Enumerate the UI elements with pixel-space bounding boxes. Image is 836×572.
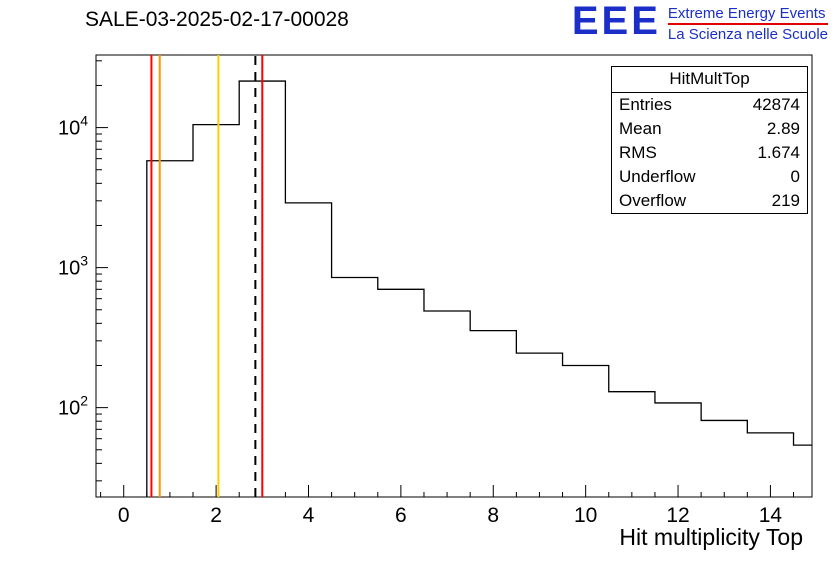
y-tick-label: 104 <box>58 113 88 140</box>
y-tick-label: 102 <box>58 393 88 420</box>
stats-value: 42874 <box>752 95 800 114</box>
histogram-line <box>146 80 812 497</box>
x-tick-label: 8 <box>487 504 499 527</box>
y-tick-label: 103 <box>58 253 88 280</box>
x-tick-label: 10 <box>574 504 597 527</box>
stats-value: 2.89 <box>766 119 800 138</box>
stats-value: 219 <box>771 191 800 210</box>
stats-label: Mean <box>619 119 662 138</box>
eee-logo: EEE Extreme Energy Events La Scienza nel… <box>571 0 828 43</box>
stats-box: HitMultTop Entries 42874 Mean 2.89 RMS 1… <box>611 66 808 214</box>
logo-line2: La Scienza nelle Scuole <box>667 26 828 43</box>
logo-divider <box>667 23 828 25</box>
page-title: SALE-03-2025-02-17-00028 <box>85 8 349 31</box>
x-tick-label: 6 <box>395 504 407 527</box>
eee-logo-acronym: EEE <box>571 0 661 43</box>
x-tick-label: 12 <box>666 504 689 527</box>
x-tick-label: 0 <box>118 504 130 527</box>
stats-label: RMS <box>619 143 657 162</box>
y-tick-labels: 102 103 104 <box>58 113 88 420</box>
x-tick-label: 14 <box>759 504 783 527</box>
axis-ticks <box>96 60 795 497</box>
stats-label: Entries <box>619 95 672 114</box>
plot-frame <box>95 54 813 498</box>
x-tick-label: 2 <box>210 504 222 527</box>
stats-row: Entries 42874 <box>612 93 807 117</box>
stats-row: RMS 1.674 <box>612 141 807 165</box>
stats-row: Overflow 219 <box>612 189 807 213</box>
stats-value: 1.674 <box>757 143 800 162</box>
logo-line1: Extreme Energy Events <box>667 5 826 22</box>
x-tick-label: 4 <box>303 504 315 527</box>
x-tick-labels: 0 2 4 6 8 10 12 14 <box>118 504 783 527</box>
x-axis-title: Hit multiplicity Top <box>619 524 803 550</box>
eee-logo-text: Extreme Energy Events La Scienza nelle S… <box>667 3 828 43</box>
stats-label: Underflow <box>619 167 696 186</box>
stats-title: HitMultTop <box>612 67 807 93</box>
stats-row: Mean 2.89 <box>612 117 807 141</box>
stats-value: 0 <box>790 167 800 186</box>
stats-row: Underflow 0 <box>612 165 807 189</box>
stats-label: Overflow <box>619 191 687 210</box>
